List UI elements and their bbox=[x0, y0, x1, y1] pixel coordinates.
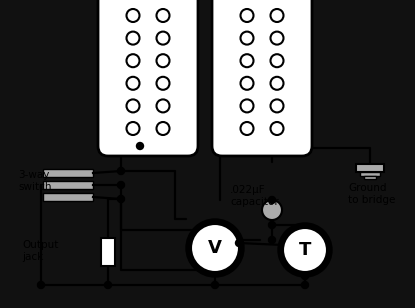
Circle shape bbox=[241, 77, 254, 90]
Bar bbox=[43, 169, 93, 177]
Circle shape bbox=[118, 168, 124, 174]
Circle shape bbox=[241, 122, 254, 135]
Text: V: V bbox=[208, 239, 222, 257]
FancyBboxPatch shape bbox=[98, 0, 198, 156]
Circle shape bbox=[117, 168, 124, 175]
Text: Ground
to bridge: Ground to bridge bbox=[348, 183, 395, 205]
Bar bbox=[43, 193, 93, 201]
Circle shape bbox=[156, 77, 169, 90]
Circle shape bbox=[156, 32, 169, 45]
Circle shape bbox=[269, 197, 276, 204]
Circle shape bbox=[156, 9, 169, 22]
Circle shape bbox=[127, 9, 139, 22]
Text: T: T bbox=[299, 241, 311, 259]
FancyBboxPatch shape bbox=[212, 0, 312, 156]
Circle shape bbox=[37, 282, 44, 289]
Circle shape bbox=[241, 99, 254, 112]
Circle shape bbox=[117, 181, 124, 188]
Bar bbox=[356, 164, 384, 172]
Circle shape bbox=[105, 282, 112, 289]
Circle shape bbox=[235, 240, 242, 246]
Circle shape bbox=[191, 224, 239, 272]
Bar bbox=[43, 181, 93, 189]
Circle shape bbox=[262, 200, 282, 220]
Text: .022μF
capacitor: .022μF capacitor bbox=[230, 185, 279, 207]
Circle shape bbox=[302, 273, 308, 279]
Circle shape bbox=[118, 196, 124, 202]
Circle shape bbox=[156, 99, 169, 112]
Circle shape bbox=[271, 122, 283, 135]
Circle shape bbox=[156, 122, 169, 135]
Circle shape bbox=[271, 54, 283, 67]
Circle shape bbox=[271, 9, 283, 22]
Circle shape bbox=[278, 223, 332, 277]
Bar bbox=[101, 238, 115, 266]
Circle shape bbox=[241, 32, 254, 45]
Circle shape bbox=[271, 32, 283, 45]
Circle shape bbox=[127, 54, 139, 67]
Circle shape bbox=[127, 77, 139, 90]
Text: Output
jack: Output jack bbox=[22, 240, 59, 261]
Circle shape bbox=[271, 77, 283, 90]
Bar bbox=[364, 176, 376, 179]
Circle shape bbox=[269, 221, 276, 229]
Circle shape bbox=[156, 54, 169, 67]
Circle shape bbox=[241, 9, 254, 22]
Circle shape bbox=[127, 122, 139, 135]
Bar bbox=[360, 172, 380, 176]
Circle shape bbox=[302, 282, 308, 289]
Circle shape bbox=[269, 237, 276, 244]
Text: 3-way
switch: 3-way switch bbox=[18, 170, 51, 192]
Circle shape bbox=[127, 32, 139, 45]
Circle shape bbox=[283, 228, 327, 272]
Circle shape bbox=[127, 99, 139, 112]
Circle shape bbox=[117, 196, 124, 202]
Circle shape bbox=[137, 143, 144, 149]
Circle shape bbox=[271, 99, 283, 112]
Circle shape bbox=[118, 182, 124, 188]
Circle shape bbox=[212, 282, 219, 289]
Circle shape bbox=[241, 54, 254, 67]
Circle shape bbox=[186, 219, 244, 277]
